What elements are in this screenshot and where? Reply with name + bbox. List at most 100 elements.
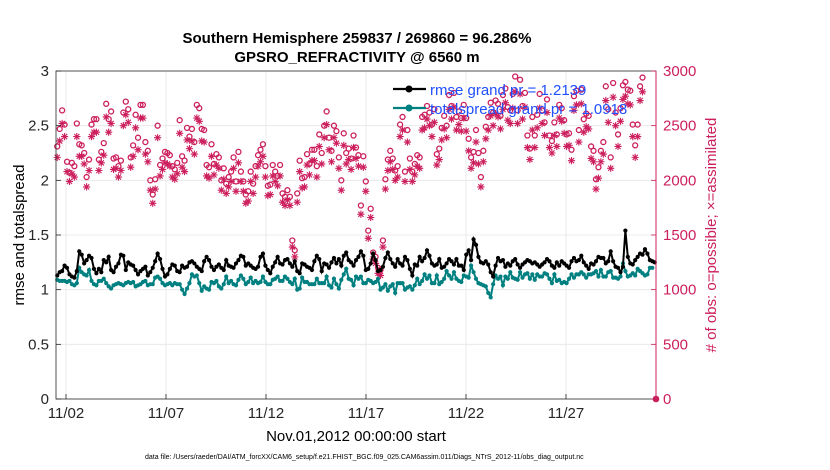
assimilated-marker [528, 126, 536, 134]
possible-marker [357, 202, 365, 209]
possible-marker [321, 122, 328, 129]
rmse-point [172, 263, 177, 268]
possible-marker [609, 79, 617, 87]
assimilated-marker [452, 126, 461, 134]
rmse-point [442, 264, 447, 269]
possible-marker [553, 131, 560, 138]
totalspread-point [427, 273, 432, 278]
assimilated-marker [65, 177, 74, 186]
rmse-point [60, 268, 65, 274]
assimilated-marker [274, 182, 282, 190]
possible-marker [120, 109, 127, 116]
assimilated-marker [553, 142, 561, 151]
possible-marker [103, 100, 110, 107]
assimilated-marker [73, 133, 81, 141]
assimilated-marker [124, 118, 132, 126]
rmse-point [204, 254, 209, 259]
assimilated-marker [401, 177, 409, 186]
totalspread-point [650, 265, 655, 270]
rmse-point [150, 265, 155, 270]
rmse-point [177, 270, 182, 275]
rmse-point [77, 249, 82, 254]
rmse-point [106, 254, 111, 259]
assimilated-marker [457, 127, 465, 135]
possible-marker [487, 99, 494, 106]
assimilated-marker [207, 152, 216, 160]
possible-marker [186, 133, 193, 140]
possible-marker [485, 113, 492, 121]
assimilated-marker [396, 133, 404, 141]
possible-marker [548, 137, 556, 145]
possible-marker [502, 85, 509, 92]
assimilated-marker [354, 162, 363, 170]
assimilated-marker [599, 150, 607, 158]
assimilated-marker [161, 159, 169, 167]
assimilated-marker [95, 166, 103, 175]
assimilated-marker [131, 124, 140, 132]
assimilated-marker [185, 145, 194, 153]
possible-marker [494, 100, 502, 107]
possible-marker [254, 152, 262, 159]
possible-marker [296, 157, 303, 164]
possible-marker [607, 154, 614, 161]
assimilated-marker [278, 198, 287, 206]
possible-marker [465, 135, 472, 142]
possible-marker [394, 162, 401, 170]
totalspread-point [341, 272, 346, 277]
rmse-point [94, 271, 99, 276]
totalspread-point [508, 270, 513, 275]
y-right-tick-label: 2000 [663, 172, 696, 189]
assimilated-marker [193, 114, 201, 122]
assimilated-marker [173, 170, 181, 178]
possible-marker [171, 166, 178, 173]
rmse-point [111, 270, 116, 275]
possible-marker [88, 121, 95, 128]
possible-marker [333, 127, 340, 135]
assimilated-marker [232, 187, 240, 195]
rmse-point [405, 258, 410, 263]
assimilated-marker [122, 111, 130, 119]
assimilated-marker [117, 166, 125, 175]
legend-rmse-marker [405, 85, 413, 93]
rmse-point [96, 266, 101, 271]
possible-marker [627, 87, 634, 94]
possible-marker [117, 157, 125, 164]
totalspread-point [549, 281, 555, 286]
assimilated-marker [305, 171, 314, 179]
possible-marker [134, 134, 142, 141]
assimilated-marker [567, 157, 576, 165]
totalspread-point [221, 282, 226, 287]
totalspread-point [236, 277, 241, 282]
totalspread-point [184, 286, 190, 291]
x-tick-label: 11/02 [48, 405, 84, 422]
possible-marker [240, 178, 247, 185]
totalspread-point [552, 272, 557, 277]
possible-marker [445, 91, 453, 99]
assimilated-marker [100, 151, 108, 159]
assimilated-marker [445, 105, 453, 113]
rmse-point [319, 268, 324, 274]
rmse-point [500, 258, 506, 263]
assimilated-marker [548, 149, 556, 157]
assimilated-marker [176, 129, 184, 137]
possible-marker [382, 176, 389, 183]
possible-marker [360, 153, 367, 160]
rmse-point [74, 268, 79, 274]
possible-marker [311, 146, 318, 153]
assimilated-marker [555, 114, 563, 122]
totalspread-point [373, 279, 378, 285]
totalspread-point [557, 277, 562, 282]
rmse-point [402, 254, 408, 259]
rmse-point [324, 262, 329, 267]
assimilated-marker [105, 128, 113, 136]
assimilated-marker [472, 138, 480, 146]
possible-marker [176, 117, 183, 124]
possible-marker [541, 119, 548, 126]
rmse-point [358, 249, 363, 254]
totalspread-point [143, 278, 148, 284]
grid-lines [56, 71, 656, 399]
rmse-point [216, 262, 221, 267]
possible-marker [509, 90, 516, 98]
assimilated-marker [183, 136, 191, 144]
totalspread-point [275, 274, 280, 279]
